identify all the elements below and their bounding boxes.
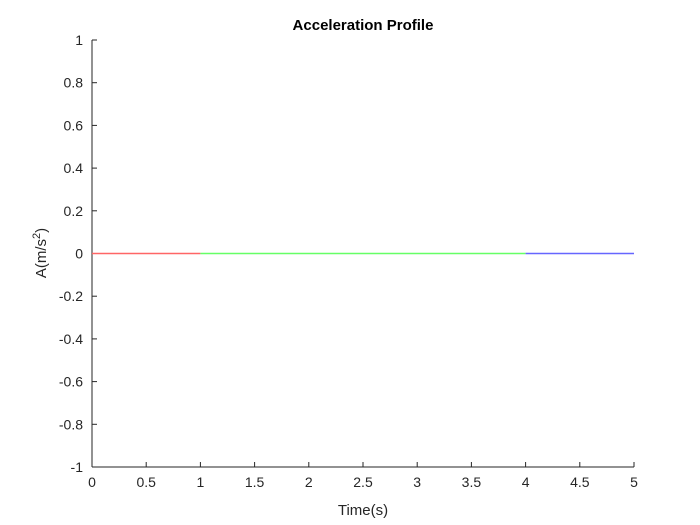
x-tick-label: 4 bbox=[522, 474, 530, 490]
y-axis-label-superscript: 2 bbox=[31, 233, 43, 239]
x-tick-label: 4.5 bbox=[570, 474, 590, 490]
x-tick-label: 1 bbox=[197, 474, 205, 490]
y-tick-label: -0.4 bbox=[59, 331, 83, 347]
chart-title: Acceleration Profile bbox=[293, 17, 434, 34]
x-tick-label: 3.5 bbox=[462, 474, 482, 490]
y-tick-label: 0 bbox=[75, 246, 83, 262]
y-tick-label: -0.2 bbox=[59, 288, 83, 304]
x-tick-label: 0 bbox=[88, 474, 96, 490]
y-axis-label-base: A(m/s bbox=[33, 239, 50, 278]
y-tick-label: -0.8 bbox=[59, 416, 83, 432]
y-tick-label: 0.6 bbox=[64, 117, 84, 133]
x-tick-label: 2 bbox=[305, 474, 313, 490]
y-tick-label: -0.6 bbox=[59, 374, 83, 390]
x-tick-label: 2.5 bbox=[353, 474, 373, 490]
y-tick-label: 0.4 bbox=[64, 160, 84, 176]
y-axis-label-close: ) bbox=[33, 228, 50, 233]
y-tick-label: 1 bbox=[75, 32, 83, 48]
x-tick-label: 1.5 bbox=[245, 474, 265, 490]
y-tick-label: 0.2 bbox=[64, 203, 84, 219]
y-tick-label: -1 bbox=[71, 459, 84, 475]
x-tick-label: 3 bbox=[413, 474, 421, 490]
y-axis-label: A(m/s2) bbox=[31, 228, 50, 278]
x-axis-label: Time(s) bbox=[338, 502, 388, 519]
y-tick-label: 0.8 bbox=[64, 75, 84, 91]
x-tick-label: 5 bbox=[630, 474, 638, 490]
ticks: 0 0.5 1 1.5 2 2.5 3 3.5 4 4.5 5 1 0.8 0.6 0.4 0.2 0 -0.2 -… bbox=[59, 32, 638, 490]
x-tick-label: 0.5 bbox=[136, 474, 156, 490]
